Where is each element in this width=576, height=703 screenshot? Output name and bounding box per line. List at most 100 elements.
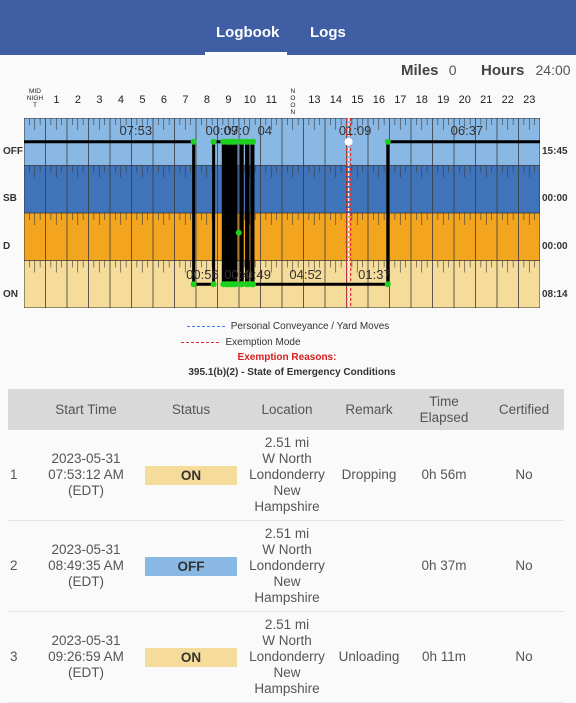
location-line: 2.51 mi bbox=[264, 435, 310, 450]
hour-label: 10 bbox=[243, 94, 257, 106]
certified-cell: No bbox=[484, 611, 564, 703]
hour-label: 2 bbox=[74, 94, 82, 106]
hour-label: 6 bbox=[160, 94, 167, 106]
duration-label: 04:52 bbox=[289, 267, 322, 282]
hour-label: 18 bbox=[415, 94, 428, 106]
location-header: Location bbox=[240, 389, 334, 430]
duration-label: 01:37 bbox=[358, 267, 391, 282]
hour-label: 14 bbox=[329, 94, 342, 106]
miles-label: Miles bbox=[401, 62, 439, 79]
miles-summary: Miles 0 bbox=[401, 62, 456, 79]
status-badge: OFF bbox=[145, 556, 237, 576]
hours-value: 24:00 bbox=[535, 62, 571, 78]
location-line: New bbox=[273, 665, 301, 680]
hour-label: 9 bbox=[225, 94, 232, 106]
location-cell: 2.51 mi W North Londonderry New Hampshire bbox=[240, 520, 334, 612]
status-change-dot bbox=[249, 138, 256, 145]
certified-cell: No bbox=[484, 430, 564, 521]
row-index: 1 bbox=[8, 430, 30, 521]
hour-label: 4 bbox=[117, 94, 125, 106]
status-change-dot bbox=[239, 138, 246, 145]
duration-label: 00:09 bbox=[206, 123, 239, 138]
time-elapsed-cell: 0h 11m bbox=[404, 611, 484, 703]
duration-label: 00:56 bbox=[186, 267, 219, 282]
start-time: 07:53:12 AM bbox=[48, 467, 124, 482]
location-line: Londonderry bbox=[249, 558, 325, 573]
blue-dashed-line-icon bbox=[186, 325, 225, 327]
duration-label: 00:4 bbox=[224, 267, 249, 282]
start-date: 2023-05-31 bbox=[51, 451, 121, 466]
hour-label: 21 bbox=[480, 94, 493, 106]
location-line: Londonderry bbox=[249, 467, 325, 482]
legend-conveyance: Personal Conveyance / Yard Moves bbox=[0, 321, 576, 332]
location-line: Londonderry bbox=[249, 649, 325, 664]
time-elapsed-cell: 0h 37m bbox=[404, 520, 484, 612]
total-sb: 00:00 bbox=[542, 193, 568, 204]
table-header-row: Start Time Status Location Remark Time E… bbox=[8, 389, 564, 430]
status-change-dot bbox=[384, 281, 391, 288]
table-row[interactable]: 1 2023-05-31 07:53:12 AM (EDT) ON 2.51 mi W… bbox=[8, 430, 564, 521]
status-badge: ON bbox=[145, 465, 237, 485]
location-line: Hampshire bbox=[254, 590, 320, 605]
legend-exemption-label: Exemption Mode bbox=[225, 337, 301, 348]
location-line: New bbox=[273, 483, 301, 498]
hour-label: 1 bbox=[53, 94, 60, 106]
duration-label: 01:09 bbox=[339, 123, 372, 138]
remark-cell: Unloading bbox=[334, 611, 404, 703]
status-cell: OFF bbox=[142, 520, 240, 612]
location-line: Hampshire bbox=[254, 499, 320, 514]
hour-label: 7 bbox=[182, 94, 189, 106]
row-label-sb: SB bbox=[3, 193, 17, 204]
hour-label: 13 bbox=[308, 94, 321, 106]
timezone: (EDT) bbox=[68, 574, 104, 589]
row-index: 3 bbox=[8, 611, 30, 703]
location-line: New bbox=[273, 574, 301, 589]
certified-header: Certified bbox=[484, 389, 564, 430]
hours-summary: Hours 24:00 bbox=[481, 62, 571, 79]
hour-labels-row: MID NIGH T 1 2 3 4 5 6 7 8 9 10 11 N O O N 13 14 15 16 17 18 19 2… bbox=[0, 84, 576, 118]
status-badge: ON bbox=[145, 647, 237, 667]
location-line: 2.51 mi bbox=[264, 526, 310, 541]
hour-label: 3 bbox=[96, 94, 103, 106]
hour-label: 20 bbox=[458, 94, 471, 106]
start-time: 09:26:59 AM bbox=[48, 649, 124, 664]
remark-header: Remark bbox=[334, 389, 404, 430]
start-time-cell: 2023-05-31 08:49:35 AM (EDT) bbox=[30, 520, 142, 612]
red-dashed-line-icon bbox=[181, 341, 220, 343]
log-events-table: Start Time Status Location Remark Time E… bbox=[8, 389, 564, 703]
status-change-dot bbox=[190, 138, 197, 145]
hour-label: 11 bbox=[265, 94, 278, 106]
hour-label: 19 bbox=[437, 94, 450, 106]
hour-label: 17 bbox=[394, 94, 407, 106]
time-elapsed-cell: 0h 56m bbox=[404, 430, 484, 521]
status-cell: ON bbox=[142, 611, 240, 703]
legend-conveyance-label: Personal Conveyance / Yard Moves bbox=[230, 321, 390, 332]
hour-label: MID NIGH T bbox=[26, 88, 44, 109]
total-off: 15:45 bbox=[542, 146, 568, 157]
exemption-reasons-title: Exemption Reasons: bbox=[237, 352, 337, 363]
miles-value: 0 bbox=[448, 62, 457, 78]
location-line: W North bbox=[262, 633, 312, 648]
start-time: 08:49:35 AM bbox=[48, 558, 124, 573]
status-change-dot bbox=[210, 281, 217, 288]
duration-label: 07:0 bbox=[224, 123, 249, 138]
tab-logbook[interactable]: Logbook bbox=[216, 24, 280, 41]
status-header: Status bbox=[142, 389, 240, 430]
table-row[interactable]: 3 2023-05-31 09:26:59 AM (EDT) ON 2.51 mi W… bbox=[8, 611, 564, 703]
hours-label: Hours bbox=[481, 62, 525, 79]
table-row[interactable]: 2 2023-05-31 08:49:35 AM (EDT) OFF 2.51 mi… bbox=[8, 520, 564, 612]
status-change-dot bbox=[384, 138, 391, 145]
location-cell: 2.51 mi W North Londonderry New Hampshire bbox=[240, 430, 334, 521]
remark-cell bbox=[334, 520, 404, 612]
tab-logs[interactable]: Logs bbox=[310, 24, 346, 41]
status-change-dot bbox=[235, 229, 242, 236]
status-cell: ON bbox=[142, 430, 240, 521]
hour-label: 5 bbox=[139, 94, 146, 106]
timezone: (EDT) bbox=[68, 483, 104, 498]
remark-cell: Dropping bbox=[334, 430, 404, 521]
status-change-dot bbox=[239, 281, 246, 288]
hour-label: 8 bbox=[203, 94, 210, 106]
duration-label: 07:53 bbox=[120, 123, 153, 138]
